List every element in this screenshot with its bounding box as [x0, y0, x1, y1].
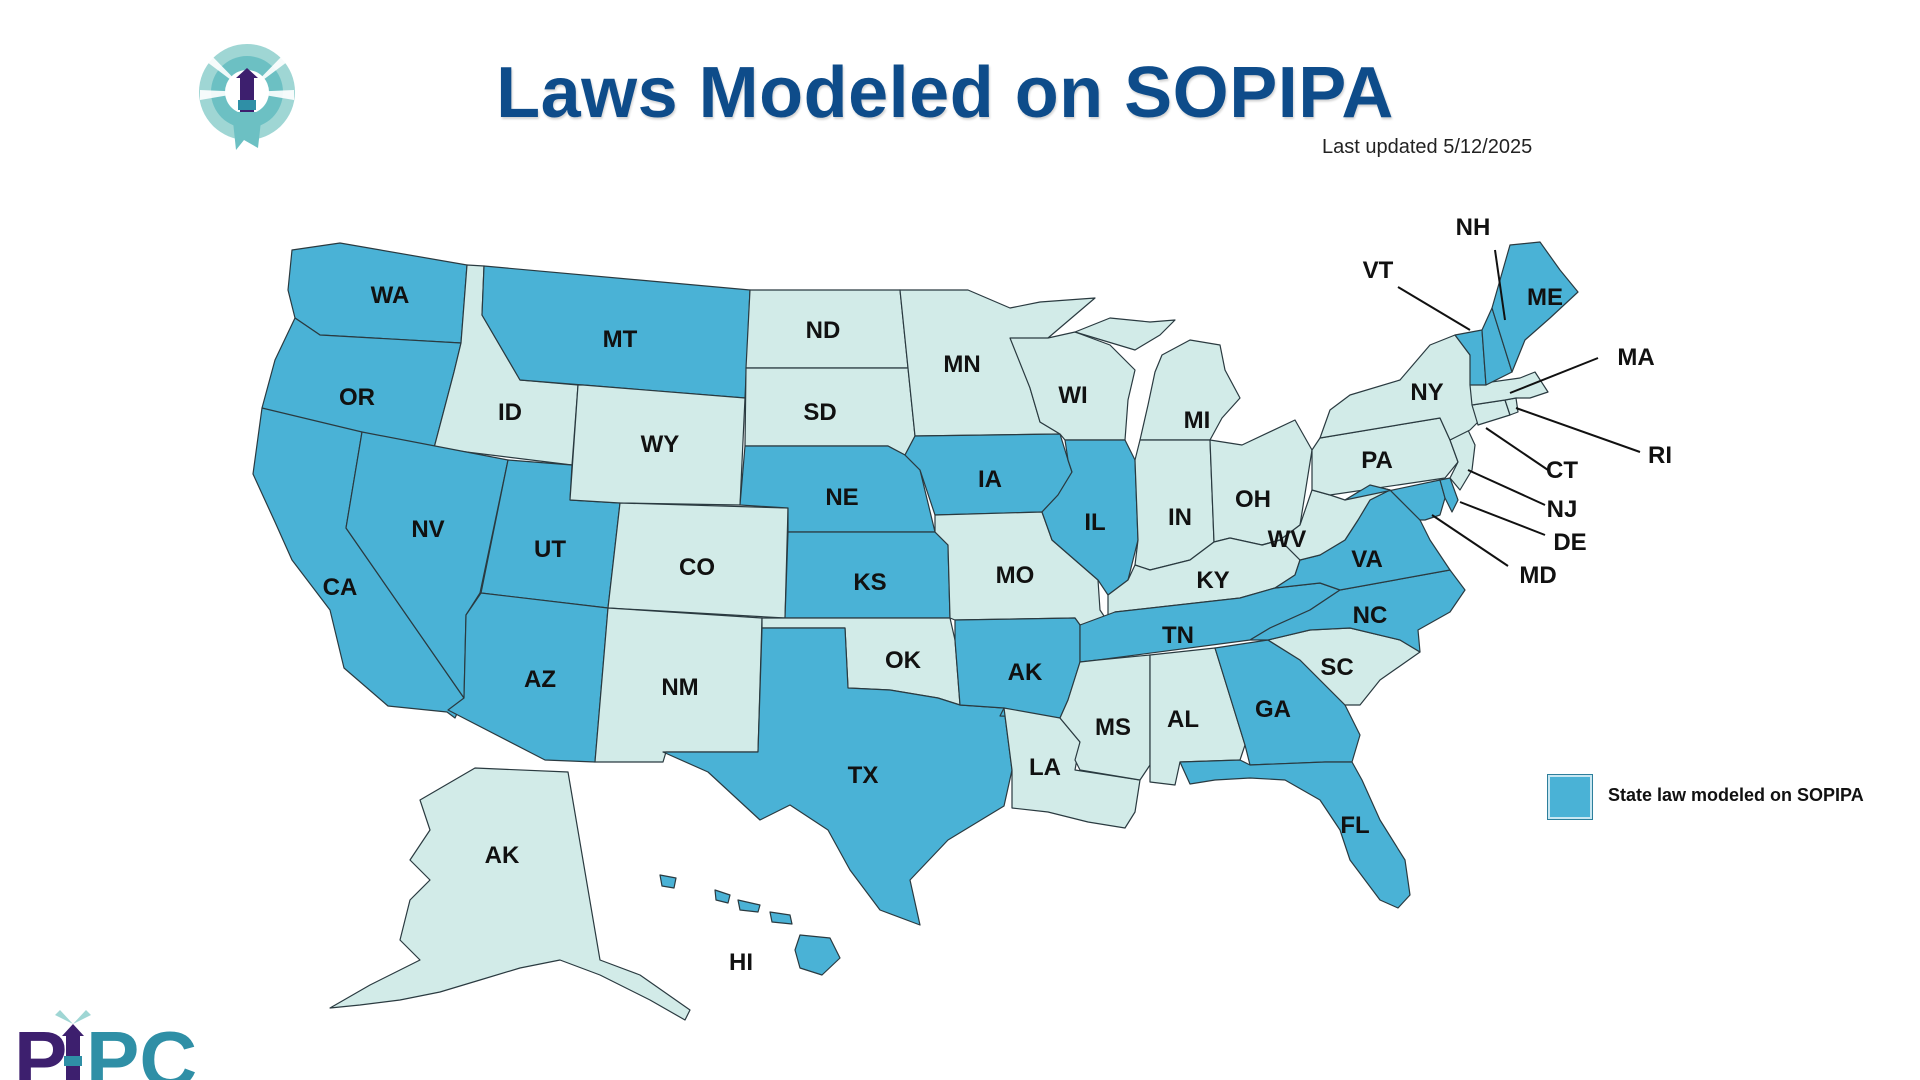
- state-label: IA: [978, 466, 1002, 493]
- state-ma: [1469, 371, 1549, 406]
- state-label: WA: [371, 282, 410, 309]
- state-label: CA: [323, 574, 358, 601]
- state-label: NE: [825, 484, 858, 511]
- state-label: AZ: [524, 666, 556, 693]
- state-label: PA: [1361, 447, 1393, 474]
- callout-lines: [1397, 249, 1641, 567]
- state-label: KY: [1196, 567, 1229, 594]
- state-label: TX: [848, 762, 879, 789]
- state-label: MI: [1184, 407, 1211, 434]
- state-label: CO: [679, 554, 715, 581]
- state-ny: [1319, 334, 1481, 441]
- state-label: VA: [1351, 546, 1383, 573]
- state-label: VT: [1363, 257, 1394, 284]
- state-label: GA: [1255, 696, 1291, 723]
- state-label: NY: [1410, 379, 1443, 406]
- state-label: OK: [885, 647, 922, 674]
- state-nc[interactable]: [1249, 569, 1466, 653]
- state-label: MS: [1095, 714, 1131, 741]
- state-label: NC: [1353, 602, 1388, 629]
- state-label: ID: [498, 399, 522, 426]
- state-label: WV: [1268, 526, 1307, 553]
- states-layer: [252, 241, 1579, 1021]
- state-nj: [1449, 429, 1476, 491]
- state-label: IL: [1084, 509, 1105, 536]
- logo-text-right: PC: [86, 1015, 197, 1080]
- state-wi: [1009, 331, 1136, 441]
- state-alaska: [329, 767, 691, 1021]
- state-label: NJ: [1547, 496, 1578, 523]
- logo-text-left: P: [14, 1015, 67, 1080]
- state-label: LA: [1029, 754, 1061, 781]
- state-label: ME: [1527, 284, 1563, 311]
- state-label: RI: [1648, 442, 1672, 469]
- last-updated-text: Last updated 5/12/2025: [1322, 136, 1533, 158]
- state-label: CT: [1546, 457, 1578, 484]
- state-label: TN: [1162, 622, 1194, 649]
- state-mi: [1074, 317, 1241, 441]
- state-label: KS: [853, 569, 886, 596]
- state-labels: WA OR CA ID NV UT AZ MT WY CO NM ND SD N…: [323, 214, 1672, 976]
- state-label: AK: [1008, 659, 1043, 686]
- state-label: AK: [485, 842, 520, 869]
- state-label: NH: [1456, 214, 1491, 241]
- state-vt[interactable]: [1454, 329, 1487, 386]
- state-label: MD: [1519, 562, 1556, 589]
- state-label: WY: [641, 431, 680, 458]
- state-label: WI: [1058, 382, 1087, 409]
- legend-swatch: [1548, 775, 1592, 819]
- state-me[interactable]: [1491, 241, 1579, 373]
- state-label: SC: [1320, 654, 1353, 681]
- state-de[interactable]: [1439, 477, 1459, 513]
- state-az[interactable]: [447, 592, 609, 763]
- state-label: UT: [534, 536, 566, 563]
- lighthouse-logo-icon: [199, 44, 295, 150]
- page-title: Laws Modeled on SOPIPA: [496, 53, 1394, 133]
- state-label: OR: [339, 384, 375, 411]
- state-label: MA: [1617, 344, 1654, 371]
- state-fl[interactable]: [1179, 759, 1411, 909]
- state-label: ND: [806, 317, 841, 344]
- state-label: NV: [411, 516, 444, 543]
- state-label: SD: [803, 399, 836, 426]
- state-label: AL: [1167, 706, 1199, 733]
- state-label: IN: [1168, 504, 1192, 531]
- state-label: DE: [1553, 529, 1586, 556]
- state-label: MN: [943, 351, 980, 378]
- state-label: OH: [1235, 486, 1271, 513]
- state-label: MT: [603, 326, 638, 353]
- state-label: FL: [1340, 812, 1369, 839]
- state-hi[interactable]: [659, 874, 841, 976]
- state-label: NM: [661, 674, 698, 701]
- state-label: MO: [996, 562, 1035, 589]
- pipc-logo-icon: P PC: [14, 1010, 197, 1080]
- state-tx[interactable]: [662, 627, 1013, 926]
- legend-label: State law modeled on SOPIPA: [1608, 785, 1864, 805]
- state-label: HI: [729, 949, 753, 976]
